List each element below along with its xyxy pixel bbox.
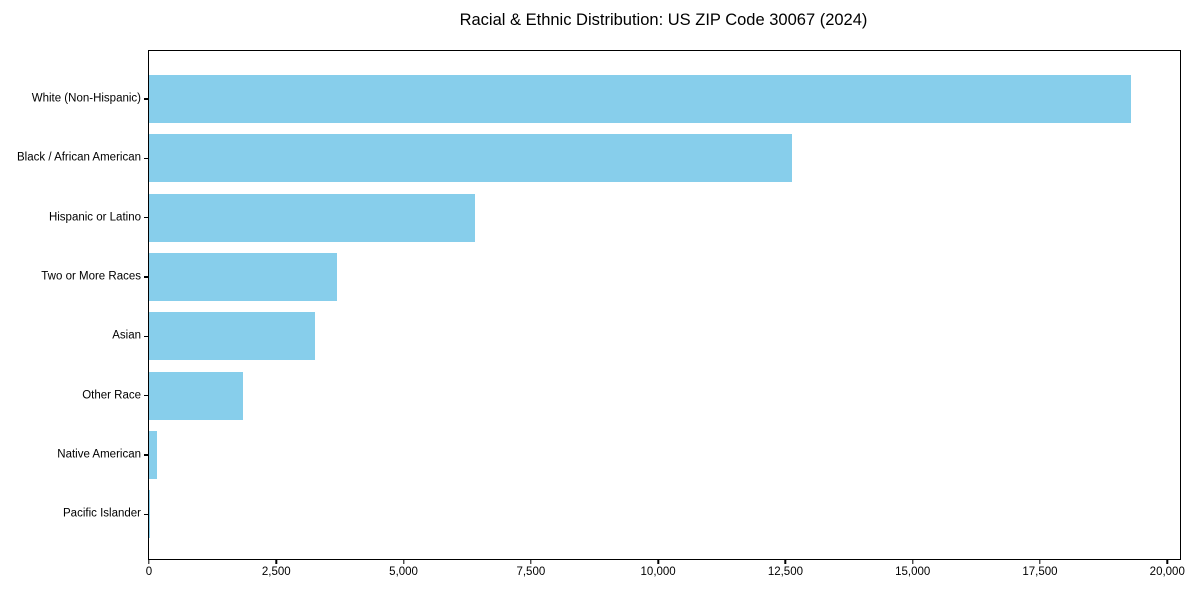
- y-tick-label: Black / African American: [17, 151, 141, 164]
- bar: [149, 371, 244, 420]
- bar: [149, 490, 150, 539]
- x-tick-mark: [784, 560, 787, 564]
- y-tick-label: Two or More Races: [41, 270, 141, 283]
- y-tick-mark: [144, 513, 148, 515]
- y-tick-label: Other Race: [82, 388, 141, 401]
- x-tick-label: 20,000: [1149, 566, 1185, 578]
- bar: [149, 193, 475, 242]
- y-tick-mark: [144, 216, 148, 219]
- bar: [149, 252, 337, 301]
- x-tick-mark: [148, 560, 150, 564]
- x-tick-label: 7,500: [516, 566, 546, 578]
- x-tick-mark: [912, 560, 914, 564]
- bar: [149, 134, 793, 183]
- bar: [149, 312, 315, 361]
- y-tick-label: Pacific Islander: [63, 507, 141, 520]
- y-tick-mark: [144, 98, 148, 100]
- x-tick-mark: [530, 560, 532, 564]
- plot-area: White (Non-Hispanic) Black / African Amer…: [17, 50, 1185, 578]
- y-tick-label: Hispanic or Latino: [48, 210, 141, 223]
- x-tick-label: 5,000: [389, 566, 418, 578]
- y-tick-mark: [144, 276, 148, 278]
- y-tick-label: Asian: [112, 329, 141, 342]
- x-tick-mark: [657, 560, 659, 564]
- bar: [149, 75, 1132, 123]
- x-tick-mark: [275, 560, 277, 564]
- y-tick-mark: [144, 454, 148, 456]
- x-tick-label: 15,000: [895, 566, 931, 578]
- x-tick-mark: [1039, 560, 1041, 564]
- x-tick-label: 17,500: [1022, 566, 1058, 578]
- y-tick-mark: [144, 157, 148, 160]
- x-tick-label: 12,500: [767, 566, 803, 578]
- x-tick-label: 10,000: [640, 566, 676, 578]
- y-tick-label: Native American: [57, 448, 141, 461]
- chart-title: Racial & Ethnic Distribution: US ZIP Cod…: [459, 11, 868, 29]
- x-tick-mark: [402, 560, 405, 564]
- x-tick-mark: [1166, 560, 1168, 564]
- bar: [149, 430, 157, 479]
- x-tick-label: 0: [145, 566, 153, 578]
- y-tick-mark: [144, 335, 148, 337]
- y-tick-mark: [144, 394, 148, 397]
- y-tick-label: White (Non-Hispanic): [31, 92, 141, 105]
- x-tick-label: 2,500: [261, 566, 291, 578]
